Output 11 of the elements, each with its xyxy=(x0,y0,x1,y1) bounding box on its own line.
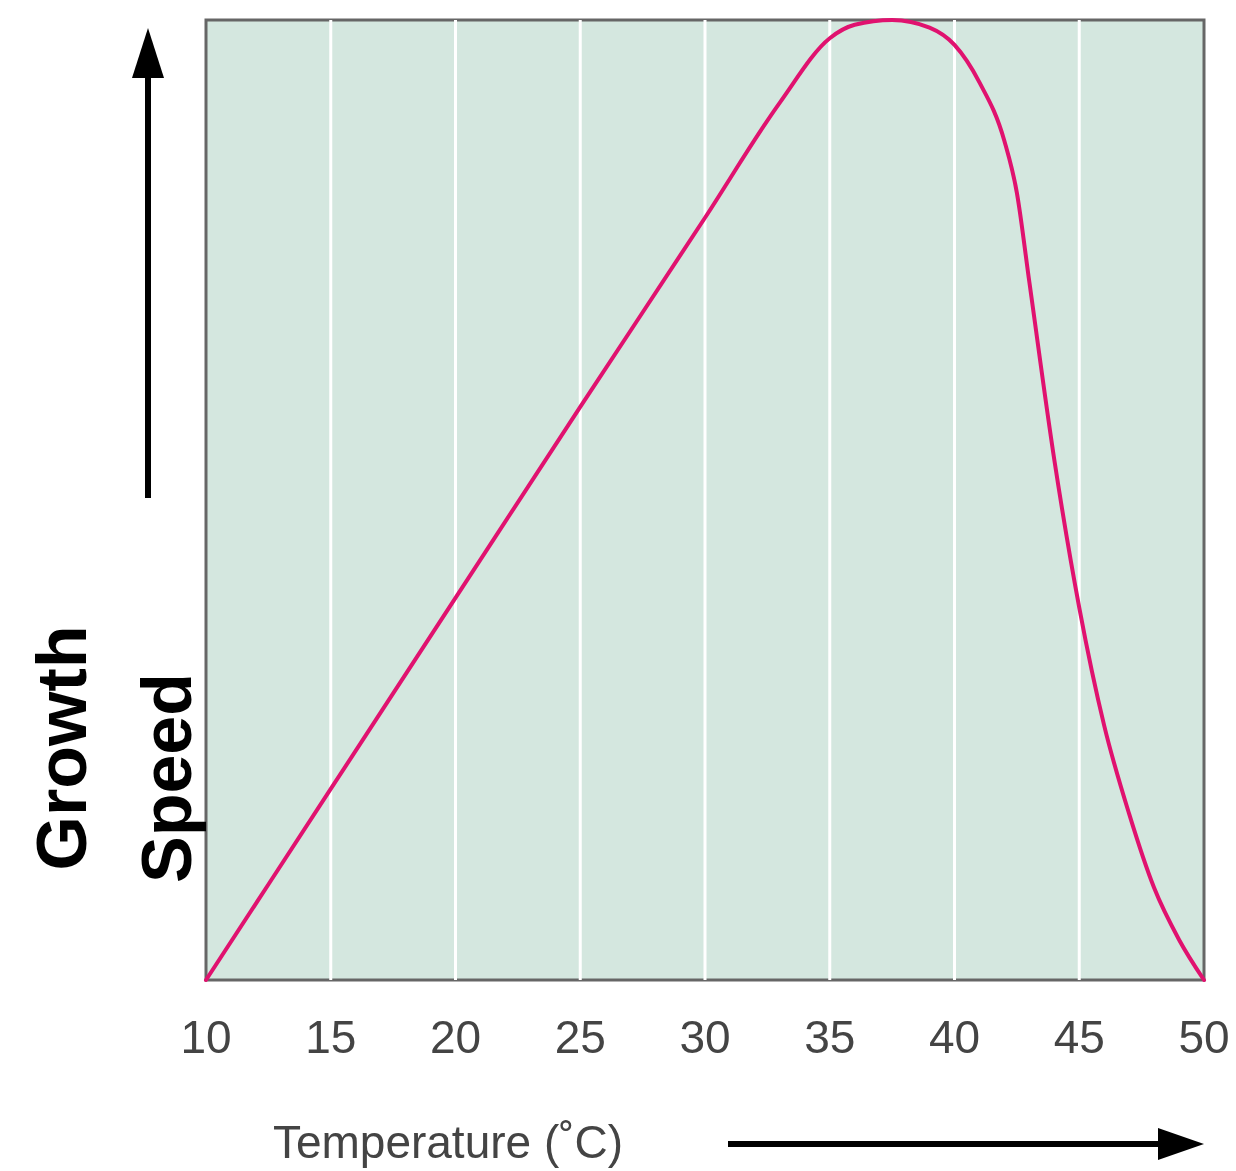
x-tick-label: 50 xyxy=(1178,1011,1230,1063)
x-tick-label: 15 xyxy=(305,1011,357,1063)
x-tick-label: 25 xyxy=(554,1011,606,1063)
y-axis-title: Growth Speed xyxy=(23,625,206,884)
x-tick-label: 20 xyxy=(429,1011,482,1063)
x-tick-label: 10 xyxy=(180,1011,232,1063)
x-tick-label: 30 xyxy=(679,1011,731,1063)
x-tick-label: 40 xyxy=(928,1011,981,1063)
x-tick-label: 35 xyxy=(804,1011,856,1063)
x-tick-label: 45 xyxy=(1053,1011,1105,1063)
x-axis-title: Temperature (˚C) xyxy=(272,1116,624,1168)
